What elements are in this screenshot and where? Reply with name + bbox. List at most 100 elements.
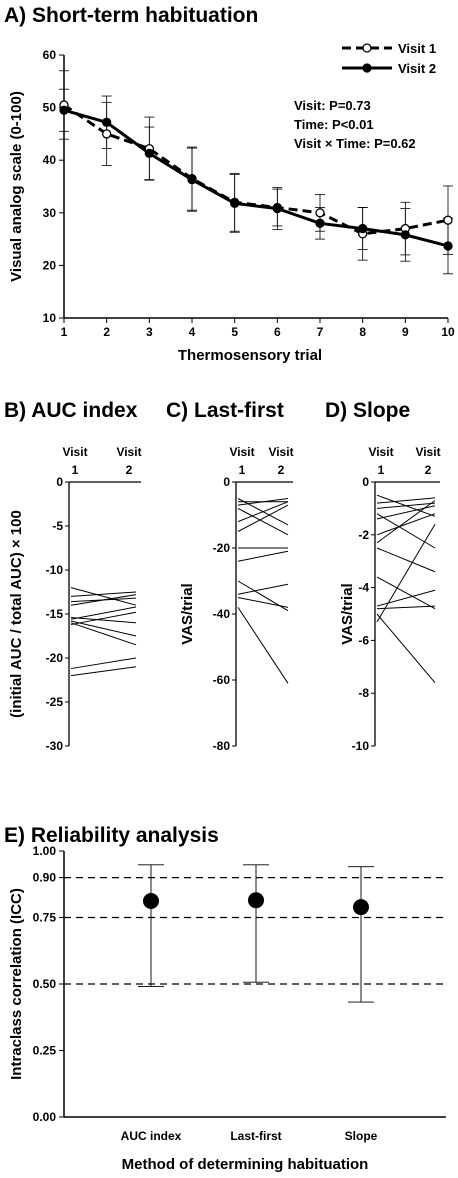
subject-line	[376, 497, 436, 504]
x-tick-label: 2	[103, 325, 110, 339]
data-point-visit-2	[358, 223, 368, 234]
y-tick-label: 0.25	[33, 1044, 57, 1058]
y-axis-label: (initial AUC / total AUC) × 100	[8, 510, 25, 718]
x-tick-label: 6	[274, 325, 281, 339]
stat-annotation: Visit × Time: P=0.62	[294, 136, 416, 151]
subject-line	[237, 550, 289, 562]
data-point-visit-2	[59, 105, 69, 115]
y-tick-label: -25	[46, 695, 64, 709]
category-label: Visit	[368, 445, 393, 459]
subject-line	[376, 576, 436, 610]
subject-line	[237, 498, 289, 506]
y-tick-label: 0	[362, 475, 369, 489]
subject-line	[70, 587, 137, 606]
y-tick-label: 0.50	[33, 977, 57, 991]
data-point-visit-1	[102, 129, 112, 139]
y-tick-label: 0.75	[33, 911, 57, 925]
y-tick-label: 0.00	[33, 1110, 57, 1124]
icc-point	[143, 893, 159, 910]
y-tick-label: -4	[358, 581, 369, 595]
icc-point	[248, 892, 264, 909]
category-label: Visit	[116, 445, 141, 459]
x-axis-label: Thermosensory trial	[178, 347, 322, 364]
category-label: Visit	[229, 445, 254, 459]
y-tick-label: -6	[358, 633, 369, 647]
x-tick-label: Last-first	[230, 1129, 281, 1143]
panel-b-title: B) AUC index	[4, 399, 138, 422]
y-axis-label: VAS/trial	[179, 583, 196, 644]
legend-marker-visit-1	[362, 43, 372, 53]
panel-e-chart: 0.00 0.25 0.50 0.75 0.90 1.00 AUC index Last-fi…	[8, 844, 446, 1173]
y-tick-label: -40	[213, 607, 231, 621]
category-label: Visit	[268, 445, 293, 459]
data-point-visit-2	[144, 148, 154, 159]
panel-d-chart: 0 -2 -4 -6 -8 -10 Visit 1 Visit 2 VAS/trial	[339, 445, 441, 753]
x-tick-label: 4	[189, 325, 196, 339]
data-point-visit-2	[400, 230, 410, 240]
y-tick-label: -10	[352, 739, 370, 753]
y-tick-label: 30	[43, 206, 57, 220]
category-label: Visit	[62, 445, 87, 459]
y-tick-label: -60	[213, 673, 231, 687]
panel-c-title: C) Last-first	[166, 399, 284, 422]
subject-line	[70, 606, 137, 620]
subject-line	[237, 597, 289, 608]
subject-line	[70, 591, 137, 597]
panel-e-title: E) Reliability analysis	[4, 824, 219, 847]
y-tick-label: 40	[43, 153, 57, 167]
y-tick-label: -20	[46, 651, 64, 665]
x-tick-label: 9	[402, 325, 409, 339]
x-tick-label: 8	[359, 325, 366, 339]
subject-line	[237, 607, 289, 684]
y-axis-label: VAS/trial	[339, 583, 356, 644]
y-tick-label: -10	[46, 563, 64, 577]
subject-line	[376, 513, 436, 549]
data-point-visit-2	[230, 198, 240, 208]
data-point-visit-1	[315, 208, 325, 218]
data-point-visit-2	[102, 117, 112, 127]
category-label: 1	[239, 463, 246, 477]
y-tick-label: -15	[46, 607, 64, 621]
panel-c-chart: 0 -20 -40 -60 -80 Visit 1 Visit 2 VAS/trial	[179, 445, 294, 753]
y-tick-label: -5	[52, 519, 63, 533]
panel-a-title: A) Short-term habituation	[4, 4, 258, 27]
category-label: 1	[72, 463, 79, 477]
subject-line	[376, 513, 436, 536]
y-tick-label: -20	[213, 541, 231, 555]
y-tick-label: 0	[223, 475, 230, 489]
subject-line	[376, 589, 436, 607]
y-tick-label: 60	[43, 48, 57, 62]
subject-line	[237, 583, 289, 595]
y-tick-label: -2	[358, 528, 369, 542]
legend-marker-visit-2	[362, 63, 372, 73]
panel-d-title: D) Slope	[325, 399, 410, 422]
subject-line	[376, 547, 436, 573]
category-label: 2	[278, 463, 285, 477]
x-tick-label: 1	[61, 325, 68, 339]
subject-line	[70, 622, 137, 646]
subject-line	[70, 617, 137, 624]
subject-line	[376, 605, 436, 610]
category-label: 1	[378, 463, 385, 477]
y-tick-label: 1.00	[33, 844, 57, 858]
y-axis-label: Intraclass correlation (ICC)	[8, 888, 25, 1080]
y-tick-label: 10	[43, 311, 57, 325]
legend-label: Visit 1	[398, 41, 436, 56]
subject-line	[237, 504, 289, 532]
y-tick-label: 50	[43, 101, 57, 115]
stat-annotation: Visit: P=0.73	[294, 98, 371, 113]
subject-line	[376, 523, 436, 623]
x-tick-label: 3	[146, 325, 153, 339]
subject-line	[376, 613, 436, 683]
y-tick-label: 0.90	[33, 871, 57, 885]
data-point-visit-2	[187, 175, 197, 185]
stat-annotation: Time: P<0.01	[294, 117, 374, 132]
x-tick-label: 7	[317, 325, 324, 339]
y-tick-label: -8	[358, 686, 369, 700]
data-point-visit-2	[272, 203, 282, 214]
subject-line	[237, 507, 289, 536]
y-axis-label: Visual analog scale (0-100)	[8, 91, 25, 282]
category-label: Visit	[415, 445, 440, 459]
series-line-visit-2	[63, 108, 449, 248]
subject-line	[70, 594, 137, 606]
